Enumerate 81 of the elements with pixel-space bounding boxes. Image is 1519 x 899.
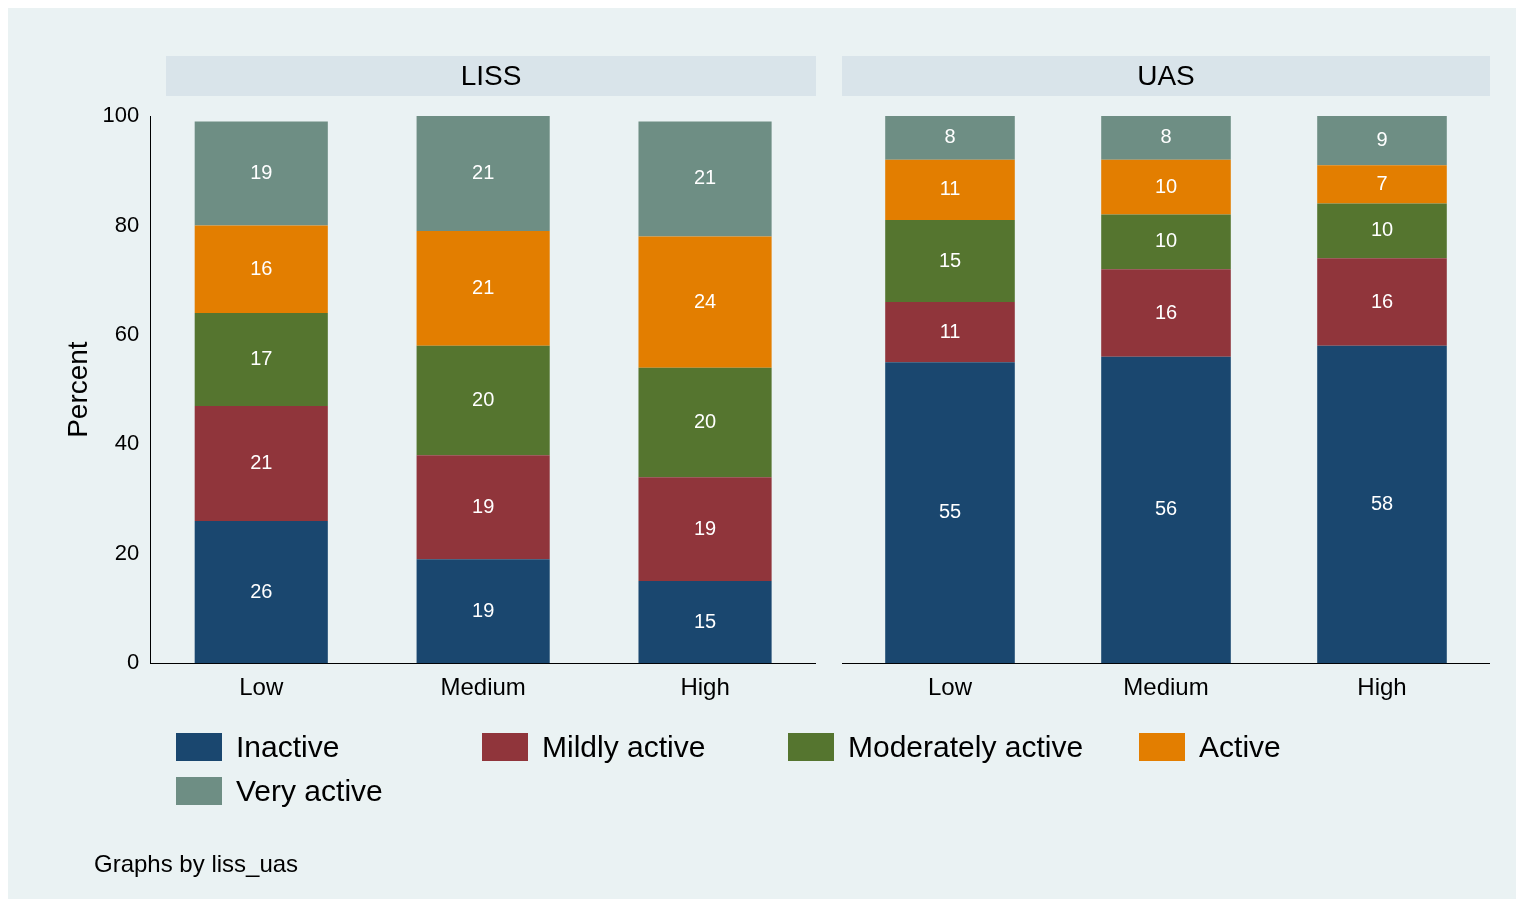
x-tick-label: Low xyxy=(239,673,284,701)
chart-title: LISS xyxy=(166,56,816,96)
y-tick-label: 20 xyxy=(114,539,140,565)
data-label: 17 xyxy=(250,347,273,370)
data-label: 11 xyxy=(939,319,961,342)
data-label: 19 xyxy=(250,160,273,183)
bar xyxy=(1101,356,1231,664)
x-tick-label: Medium xyxy=(1123,673,1209,701)
data-label: 19 xyxy=(472,598,495,621)
bar xyxy=(416,345,550,456)
bar xyxy=(1101,214,1231,270)
bar xyxy=(1101,159,1231,215)
bar xyxy=(638,121,772,237)
data-label: 10 xyxy=(1154,229,1178,252)
bar xyxy=(1101,116,1231,160)
x-tick-label: High xyxy=(1357,673,1407,701)
bar xyxy=(194,225,328,313)
y-tick-label: 80 xyxy=(114,211,140,237)
bar xyxy=(1317,116,1447,166)
bar xyxy=(1317,165,1447,204)
legend-label: Moderately active xyxy=(848,730,1084,764)
bar xyxy=(194,312,328,407)
legend-label: Mildly active xyxy=(542,730,706,764)
data-label: 10 xyxy=(1154,174,1178,197)
bar xyxy=(416,230,550,346)
bar xyxy=(638,367,772,478)
legend-label: Inactive xyxy=(236,730,340,764)
bar xyxy=(885,302,1015,363)
bar xyxy=(638,236,772,368)
y-tick-label: 0 xyxy=(127,649,140,675)
data-label: 19 xyxy=(693,516,717,539)
data-label: 20 xyxy=(472,388,495,411)
data-label: 20 xyxy=(693,409,717,432)
bar xyxy=(638,477,772,582)
x-tick-label: High xyxy=(680,673,730,701)
data-label: 16 xyxy=(1370,289,1394,312)
bar xyxy=(885,362,1015,664)
data-label: 15 xyxy=(693,609,717,632)
data-label: 21 xyxy=(472,160,495,183)
bar xyxy=(1101,269,1231,357)
data-label: 16 xyxy=(1154,300,1178,323)
bar xyxy=(1317,345,1447,664)
y-tick-label: 40 xyxy=(114,430,140,456)
x-tick-label: Low xyxy=(927,673,973,701)
data-label: 8 xyxy=(944,125,956,148)
data-label: 16 xyxy=(250,256,273,279)
data-label: 58 xyxy=(1370,492,1394,515)
data-label: 21 xyxy=(250,450,273,473)
bar xyxy=(416,116,550,231)
y-axis-title: Percent xyxy=(61,341,93,438)
x-tick-label: Medium xyxy=(440,673,526,701)
data-label: 21 xyxy=(472,275,495,298)
data-label: 24 xyxy=(693,289,717,312)
bar xyxy=(885,219,1015,303)
data-label: 56 xyxy=(1154,497,1178,520)
bar xyxy=(885,159,1015,220)
bar xyxy=(194,520,328,664)
data-label: 8 xyxy=(1160,125,1172,148)
y-tick-label: 60 xyxy=(114,320,140,346)
data-label: 10 xyxy=(1370,218,1394,241)
data-label: 55 xyxy=(938,500,962,523)
bar xyxy=(885,116,1015,160)
legend-label: Active xyxy=(1199,730,1281,764)
data-label: 9 xyxy=(1376,128,1388,151)
data-label: 11 xyxy=(939,177,961,200)
bar xyxy=(1317,203,1447,259)
data-label: 19 xyxy=(472,494,495,517)
bar xyxy=(194,121,328,226)
text: Graphs by liss_uas xyxy=(94,850,299,878)
data-label: 21 xyxy=(693,166,717,189)
bar xyxy=(416,559,550,664)
legend-label: Very active xyxy=(236,774,383,808)
data-label: 26 xyxy=(250,579,273,602)
y-tick-label: 100 xyxy=(102,102,140,128)
data-label: 15 xyxy=(938,248,962,271)
bar xyxy=(1317,258,1447,346)
data-label: 7 xyxy=(1376,171,1388,194)
bar xyxy=(638,581,772,664)
bar xyxy=(194,406,328,521)
chart-title: UAS xyxy=(842,56,1490,96)
bar xyxy=(416,455,550,560)
